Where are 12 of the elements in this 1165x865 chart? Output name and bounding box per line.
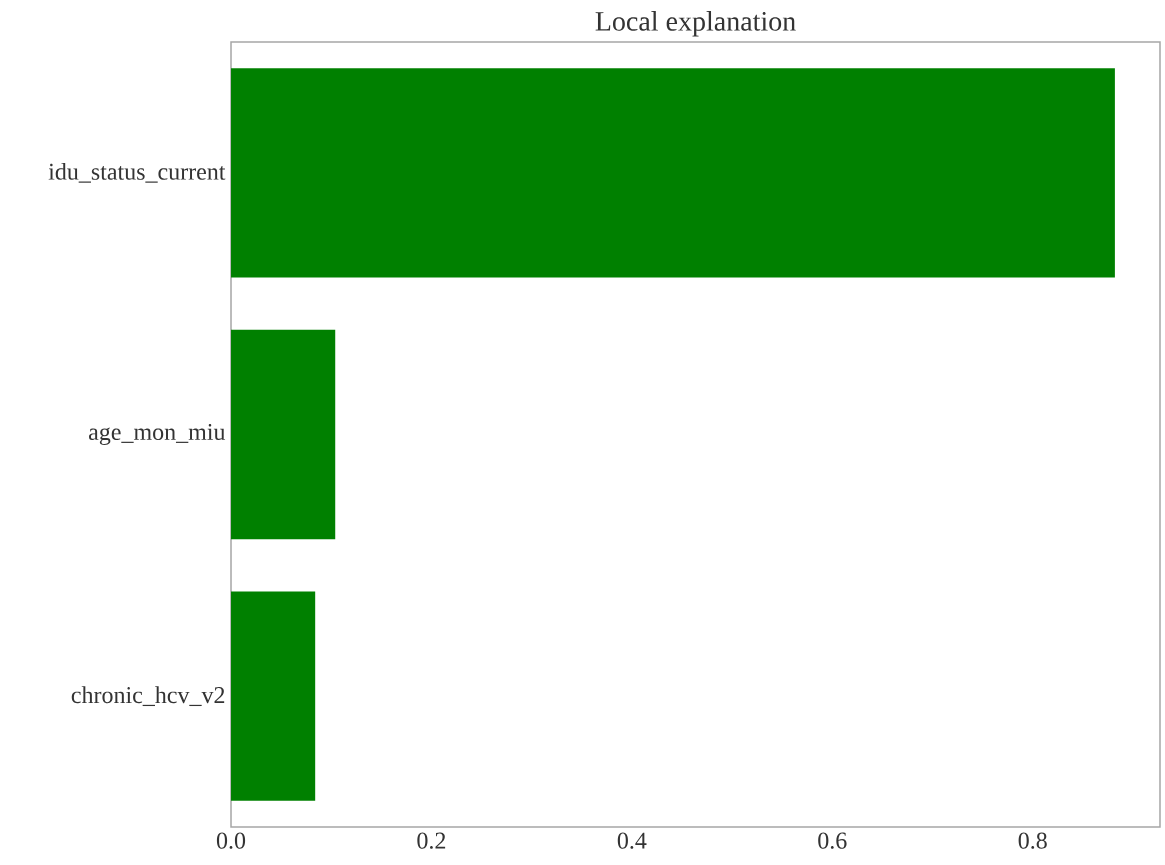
x-tick-label: 0.2 [417,832,446,849]
y-tick-label: idu_status_current [48,162,226,183]
bar [231,591,316,801]
chart-title: Local explanation [595,11,796,37]
x-tick-label: 0.6 [818,832,847,849]
x-tick-label: 0.4 [617,832,647,849]
x-tick-label: 0.0 [216,832,246,849]
bar [231,329,336,540]
x-tick-label: 0.8 [1018,832,1047,849]
y-tick-label: age_mon_miu [89,423,226,446]
y-tick-label: chronic_hcv_v2 [71,686,225,707]
bar [231,68,1115,278]
